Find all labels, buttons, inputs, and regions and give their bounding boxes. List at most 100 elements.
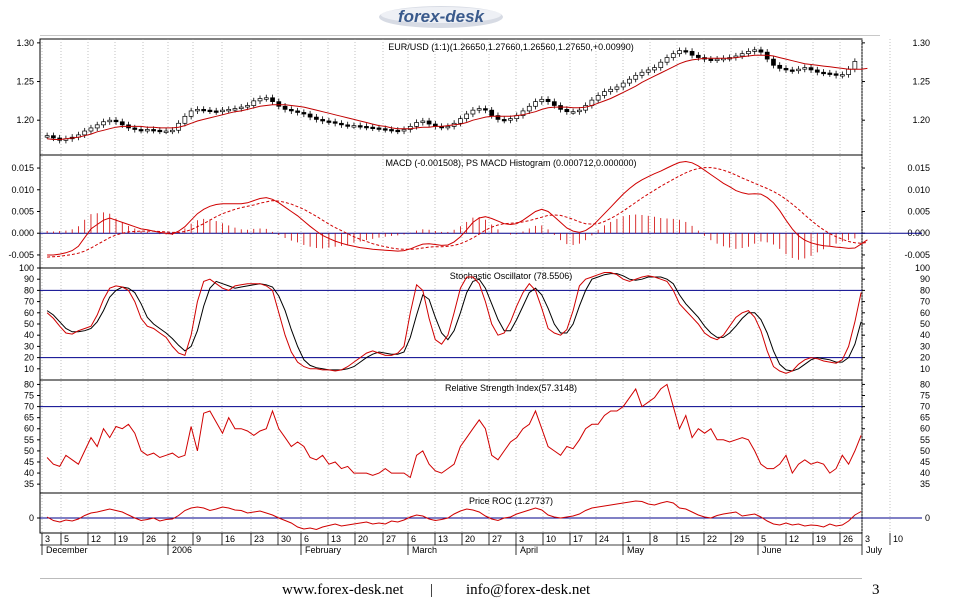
x-tick-label: 8 <box>653 534 658 544</box>
candle-body <box>401 129 407 132</box>
panel-title: MACD (-0.001508), PS MACD Histogram (0.0… <box>385 158 636 168</box>
candle-body <box>295 110 300 113</box>
month-label: December <box>46 545 88 555</box>
x-tick-label: 15 <box>680 534 690 544</box>
y-tick-label-right: 0.010 <box>907 185 930 195</box>
y-tick-label-left: 1.25 <box>16 77 34 87</box>
y-tick-label-left: 40 <box>24 468 34 478</box>
month-label: May <box>627 545 645 555</box>
y-tick-label-right: 65 <box>920 413 930 423</box>
candle-body <box>802 67 808 70</box>
candle-body <box>752 49 758 52</box>
x-tick-label: 10 <box>546 534 556 544</box>
y-tick-label-right: 70 <box>920 297 930 307</box>
y-tick-label-left: 75 <box>24 391 34 401</box>
technical-chart: EUR/USD (1:1)(1.26650,1.27660,1.26560,1.… <box>8 38 930 555</box>
y-tick-label-right: 1.25 <box>912 77 930 87</box>
candle-body <box>539 98 545 102</box>
candle-body <box>407 126 413 130</box>
candle-body <box>251 100 257 106</box>
candle-body <box>420 120 426 123</box>
x-tick-label: 23 <box>254 534 264 544</box>
candle-body <box>577 109 582 113</box>
y-tick-label-left: 90 <box>24 274 34 284</box>
y-tick-label-left: 80 <box>24 285 34 295</box>
candle-body <box>245 105 250 108</box>
y-tick-label-left: 65 <box>24 413 34 423</box>
forex-desk-logo: forex-desk <box>379 6 503 28</box>
candle-body <box>351 125 357 128</box>
panel-title: EUR/USD (1:1)(1.26650,1.27660,1.26560,1.… <box>388 42 633 52</box>
x-tick-label: 22 <box>707 534 717 544</box>
candle-body <box>639 71 645 76</box>
candle-body <box>132 127 138 130</box>
candle-body <box>595 95 601 101</box>
candle-body <box>51 135 56 139</box>
footer-email[interactable]: info@forex-desk.net <box>466 582 591 598</box>
rsi-line <box>46 383 862 479</box>
candle-body <box>276 101 282 107</box>
x-tick-label: 5 <box>64 534 69 544</box>
candle-body <box>195 109 200 112</box>
candle-body <box>664 57 670 63</box>
candle-body <box>44 135 50 138</box>
y-tick-label-left: 0.005 <box>11 207 34 217</box>
candle-body <box>652 67 657 71</box>
candle-body <box>395 129 401 133</box>
candle-body <box>414 122 419 127</box>
y-tick-label-right: 40 <box>920 468 930 478</box>
page-number: 3 <box>872 582 880 598</box>
candle-body <box>144 129 150 132</box>
y-tick-label-right: 0 <box>925 513 930 523</box>
candle-body <box>708 58 714 61</box>
y-tick-label-right: 75 <box>920 391 930 401</box>
candle-body <box>220 109 225 113</box>
y-tick-label-right: -0.005 <box>904 250 930 260</box>
y-tick-label-left: 100 <box>19 263 34 273</box>
candle-body <box>758 49 764 53</box>
candle-body <box>382 128 388 131</box>
candle-body <box>821 71 826 75</box>
candle-body <box>658 61 664 68</box>
y-tick-label-right: 100 <box>915 263 930 273</box>
y-tick-label-right: 40 <box>920 330 930 340</box>
roc-line <box>46 500 862 531</box>
candle-body <box>182 115 188 124</box>
y-tick-label-left: -0.005 <box>8 250 34 260</box>
x-tick-label: 16 <box>225 534 235 544</box>
y-tick-label-right: 10 <box>920 364 930 374</box>
candle-body <box>476 108 482 111</box>
candle-body <box>714 58 720 61</box>
x-tick-label: 30 <box>281 534 291 544</box>
candle-body <box>282 105 288 110</box>
candle-body <box>789 69 795 72</box>
y-tick-label-left: 0.015 <box>11 163 34 173</box>
x-tick-label: 10 <box>893 534 903 544</box>
candle-body <box>157 129 163 133</box>
y-tick-label-left: 60 <box>24 424 34 434</box>
candle-body <box>376 127 382 130</box>
candle-body <box>670 53 676 58</box>
candle-body <box>238 106 244 109</box>
candle-body <box>138 129 144 132</box>
top-divider <box>40 35 880 36</box>
candle-body <box>583 105 588 111</box>
candle-body <box>332 121 338 124</box>
panel-title: Stochastic Oscillator (78.5506) <box>450 271 573 281</box>
candle-body <box>808 67 814 71</box>
y-tick-label-left: 80 <box>24 379 34 389</box>
x-tick-label: 27 <box>386 534 396 544</box>
footer-url[interactable]: www.forex-desk.net <box>282 582 404 598</box>
candle-body <box>326 120 332 123</box>
candle-body <box>746 51 751 55</box>
y-tick-label-right: 50 <box>920 446 930 456</box>
panel-title: Relative Strength Index(57.3148) <box>445 383 577 393</box>
candle-body <box>520 110 526 116</box>
footer-separator: | <box>430 582 434 598</box>
y-tick-label-right: 0.005 <box>907 207 930 217</box>
panel-title: Price ROC (1.27737) <box>469 496 553 506</box>
x-tick-label: 19 <box>816 534 826 544</box>
candle-body <box>796 68 801 72</box>
candle-body <box>695 54 701 58</box>
candle-body <box>201 109 207 112</box>
